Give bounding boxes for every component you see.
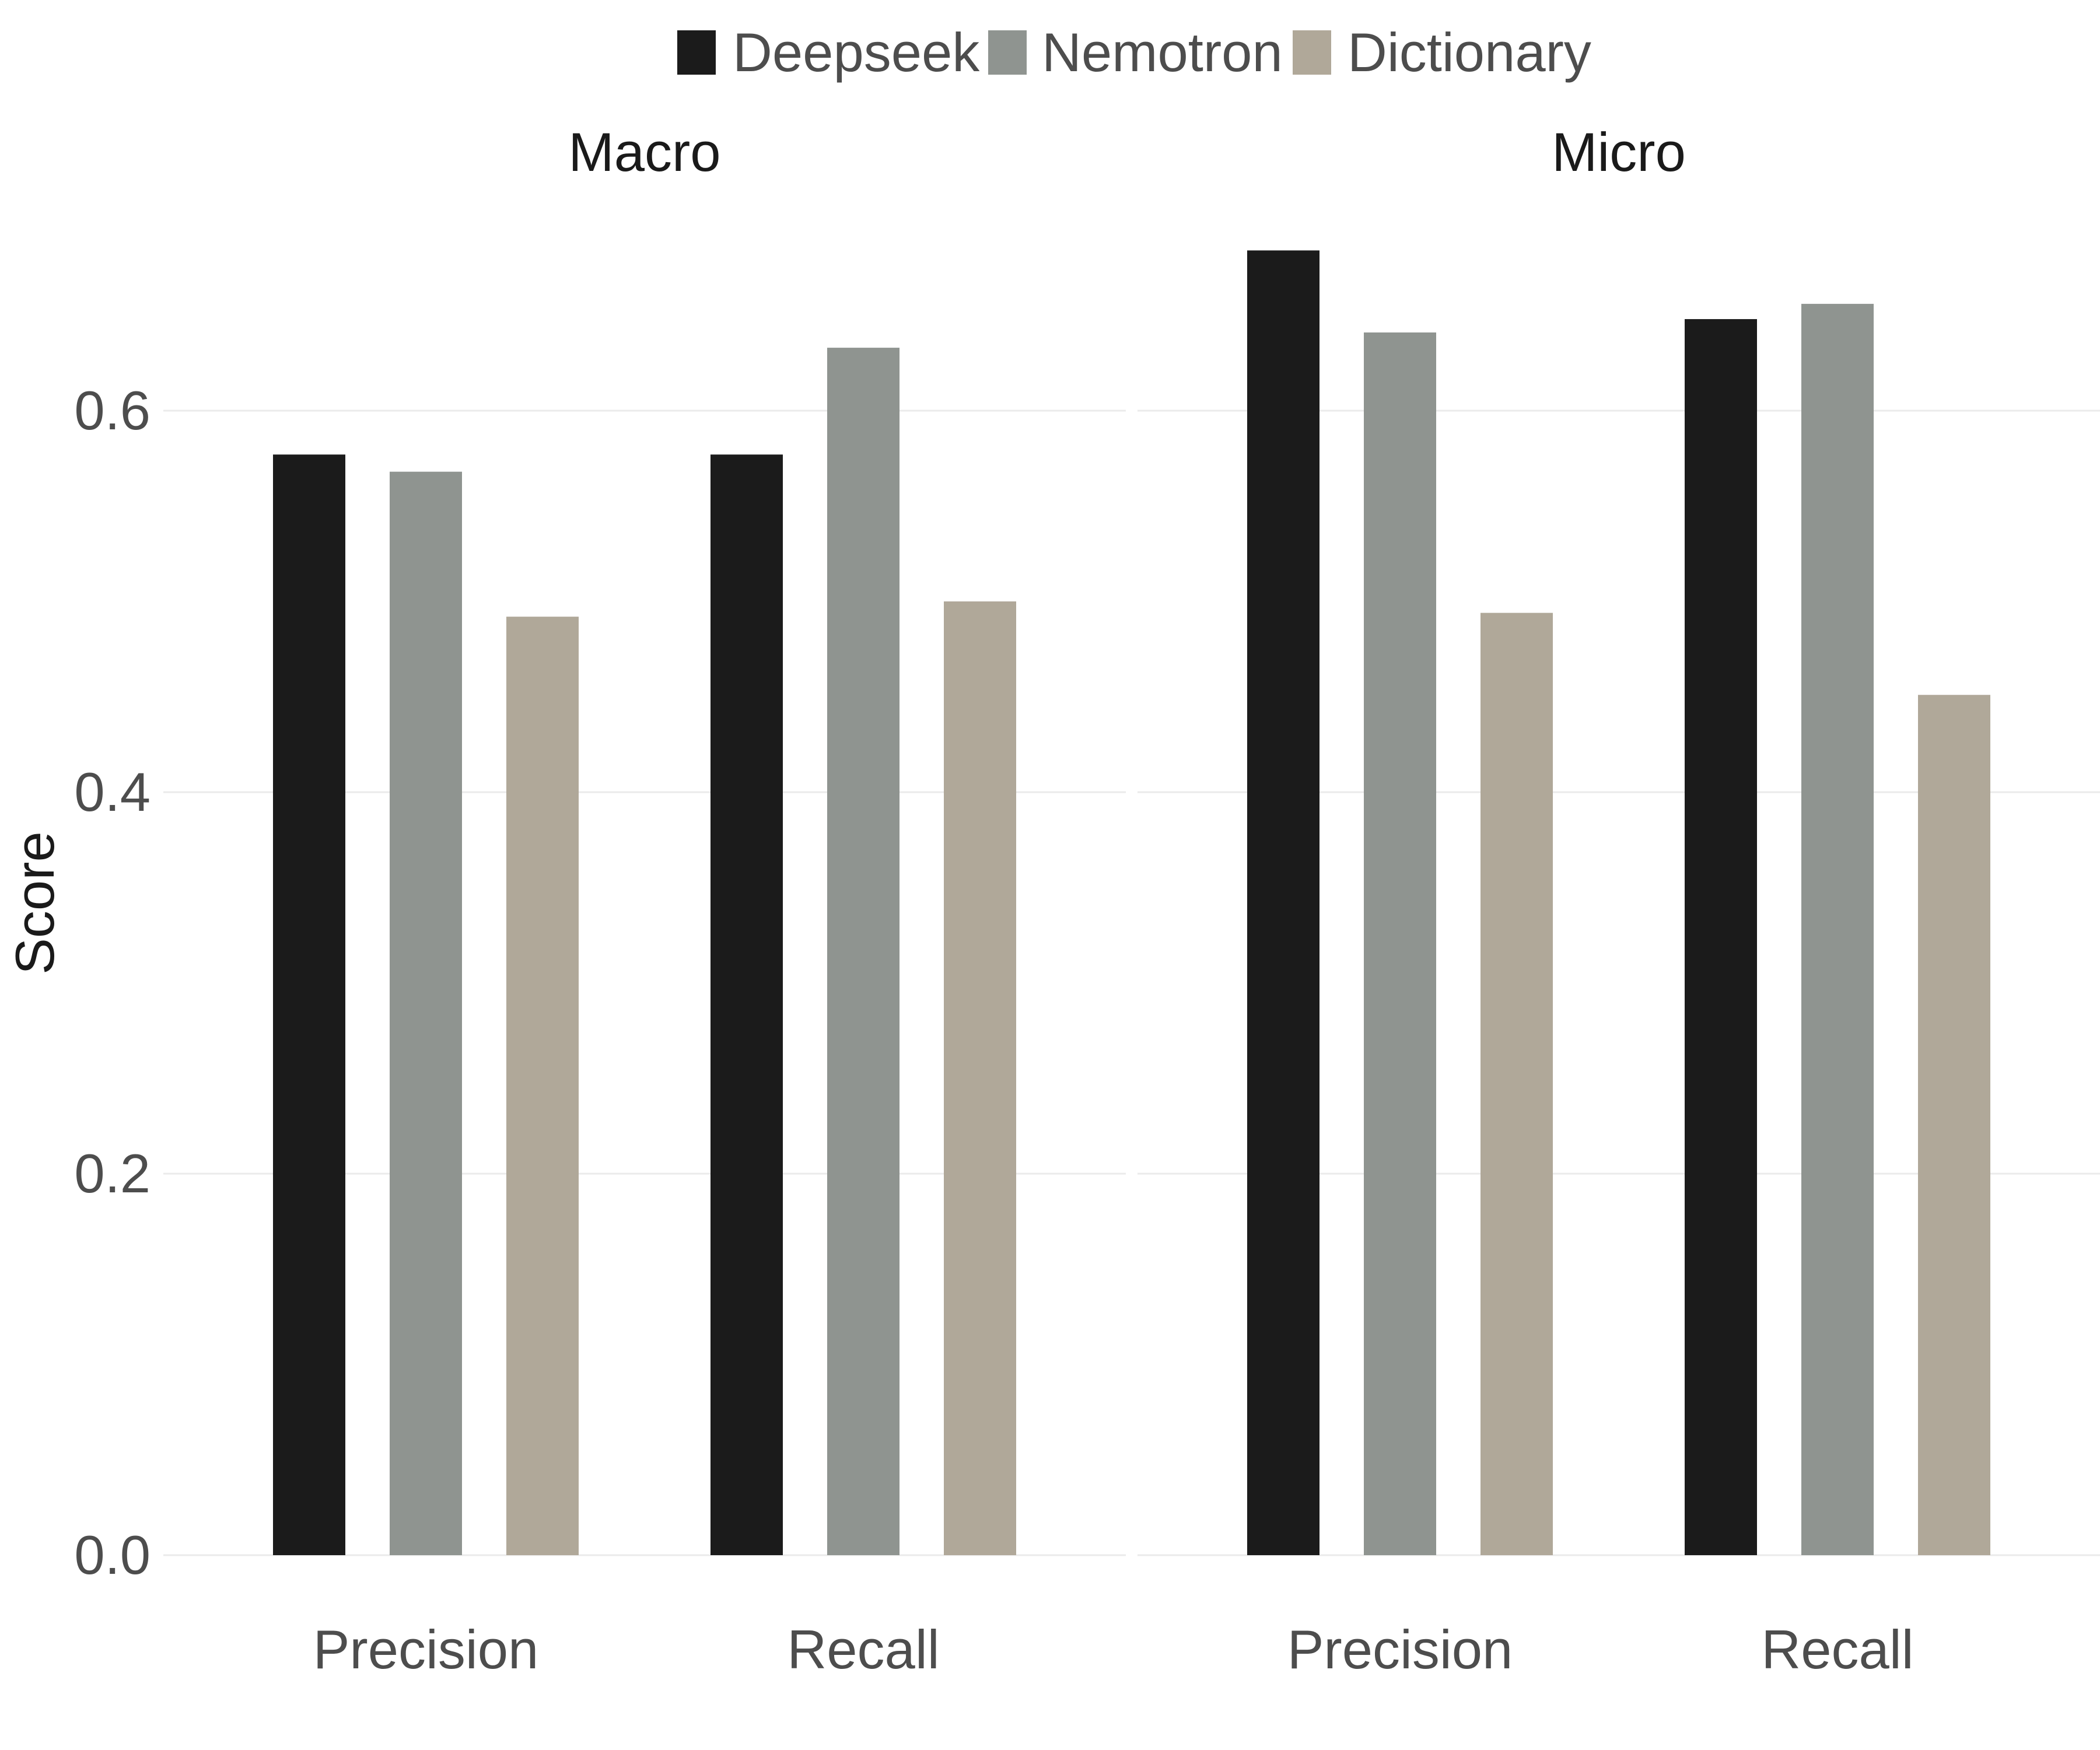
- bar-nemotron-precision: [390, 471, 462, 1555]
- bar-deepseek-precision: [1247, 250, 1320, 1555]
- y-tick-label: 0.0: [74, 1524, 150, 1586]
- bar-deepseek-recall: [1685, 319, 1757, 1555]
- bar-nemotron-precision: [1364, 332, 1436, 1556]
- legend-swatch: [988, 30, 1027, 75]
- y-tick-label: 0.4: [74, 761, 150, 822]
- bar-dictionary-precision: [1480, 612, 1553, 1555]
- y-axis-ticks: 0.0 0.2 0.4 0.6: [74, 380, 150, 1586]
- x-tick-label: Precision: [313, 1619, 539, 1680]
- bar-deepseek-recall: [710, 454, 783, 1556]
- bar-dictionary-precision: [506, 617, 579, 1555]
- bar-dictionary-recall: [1918, 695, 1990, 1555]
- facet-panel-macro: Macro Precision Recall: [163, 121, 1126, 1680]
- legend-label: Deepseek: [733, 22, 980, 83]
- y-tick-label: 0.6: [74, 380, 150, 441]
- legend-label: Nemotron: [1042, 22, 1283, 83]
- facet-title: Macro: [568, 121, 720, 183]
- facet-panel-micro: Micro Precision Recall: [1138, 121, 2100, 1680]
- legend-item-dictionary: Dictionary: [1293, 22, 1591, 83]
- legend-item-deepseek: Deepseek: [677, 22, 980, 83]
- y-axis-title-group: Score: [4, 831, 65, 975]
- bar-nemotron-recall: [827, 348, 900, 1555]
- bar-nemotron-recall: [1801, 303, 1874, 1556]
- facet-panels: Macro Precision Recall Micro Precision Recall: [163, 121, 2100, 1680]
- legend: Deepseek Nemotron Dictionary: [677, 22, 1591, 83]
- y-axis-title: Score: [4, 831, 65, 975]
- legend-swatch: [1293, 30, 1331, 75]
- bar-dictionary-recall: [944, 601, 1016, 1555]
- facet-title: Micro: [1552, 121, 1686, 183]
- x-tick-label: Precision: [1287, 1619, 1513, 1680]
- bar-deepseek-precision: [273, 454, 345, 1556]
- x-tick-label: Recall: [1761, 1619, 1913, 1680]
- legend-label: Dictionary: [1348, 22, 1591, 83]
- legend-swatch: [677, 30, 716, 75]
- y-tick-label: 0.2: [74, 1143, 150, 1204]
- x-tick-label: Recall: [787, 1619, 939, 1680]
- legend-item-nemotron: Nemotron: [988, 22, 1283, 83]
